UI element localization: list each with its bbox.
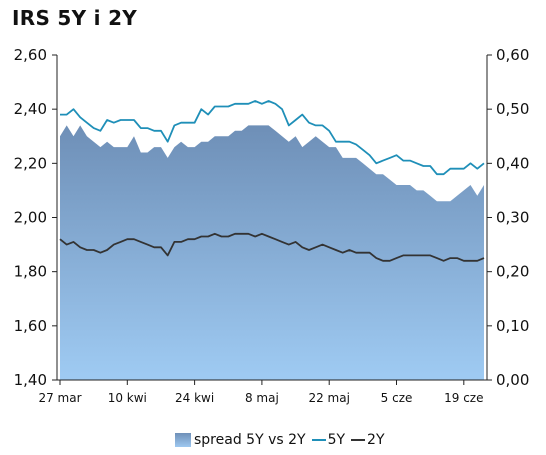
y-right-tick-label: 0,50 — [496, 100, 529, 118]
series-line-2y — [59, 232, 485, 262]
y-right-tick-label: 0,60 — [496, 46, 529, 64]
series-area-spread — [60, 125, 484, 381]
y-left-tick-label: 1,60 — [14, 317, 47, 335]
x-tick-label: 8 maj — [245, 391, 279, 405]
legend-label-5y: 5Y — [327, 432, 346, 448]
y-right-tick-label: 0,20 — [496, 263, 529, 281]
legend-label-2y: 2Y — [367, 432, 385, 448]
legend-swatch-5y — [311, 439, 326, 441]
x-tick-label: 19 cze — [444, 391, 483, 405]
legend-item-5y: 5Y — [311, 432, 346, 448]
x-tick-label: 5 cze — [381, 391, 413, 405]
x-tick-label: 27 mar — [38, 391, 81, 405]
legend-swatch-2y — [351, 439, 366, 441]
x-tick-label: 24 kwi — [175, 391, 214, 405]
y-left-tick-label: 2,60 — [14, 46, 47, 64]
y-right-tick-label: 0,40 — [496, 154, 529, 172]
series-line-5y — [60, 100, 485, 176]
y-left-tick-label: 2,20 — [14, 154, 47, 172]
y-right-tick-label: 0,10 — [496, 317, 529, 335]
y-right-tick-label: 0,30 — [496, 209, 529, 227]
x-tick-label: 10 kwi — [108, 391, 147, 405]
legend-item-2y: 2Y — [351, 432, 385, 448]
legend-swatch-spread — [175, 433, 191, 447]
y-left-tick-label: 2,40 — [14, 100, 47, 118]
chart-title: IRS 5Y i 2Y — [12, 6, 138, 30]
chart-legend: spread 5Y vs 2Y 5Y 2Y — [175, 430, 391, 450]
y-left-tick-label: 1,80 — [14, 263, 47, 281]
x-tick-label: 22 maj — [308, 391, 349, 405]
y-left-tick-label: 1,40 — [14, 371, 47, 389]
legend-item-spread: spread 5Y vs 2Y — [175, 432, 306, 448]
y-right-tick-label: 0,00 — [496, 371, 529, 389]
legend-label-spread: spread 5Y vs 2Y — [194, 432, 306, 448]
y-left-tick-label: 2,00 — [14, 209, 47, 227]
